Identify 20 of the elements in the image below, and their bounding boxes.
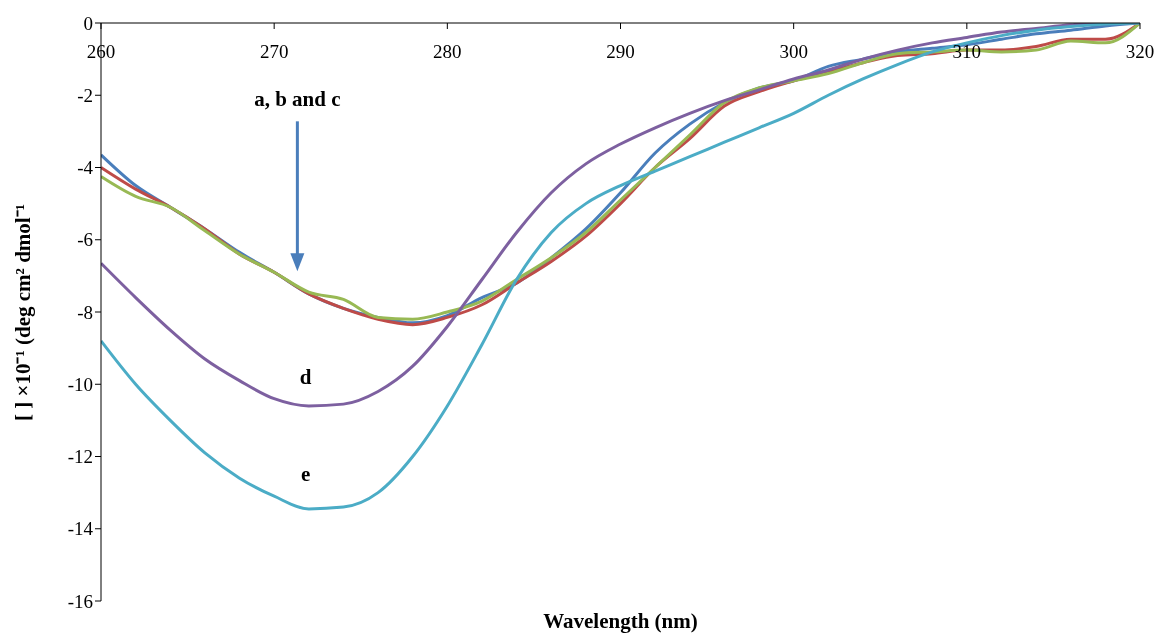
- y-tick-label: 0: [83, 12, 93, 34]
- y-tick-label: -6: [77, 229, 93, 251]
- y-tick-label: -2: [77, 85, 93, 106]
- y-tick-label: -4: [77, 157, 94, 179]
- y-tick-label: -10: [67, 373, 93, 395]
- annotation: e: [301, 462, 311, 487]
- x-tick-label: 290: [606, 41, 635, 63]
- annotation: a, b and c: [254, 87, 341, 112]
- y-tick-label: -8: [77, 301, 93, 323]
- x-tick-label: 260: [86, 41, 116, 63]
- y-tick-label: -14: [67, 518, 94, 540]
- x-tick-label: 280: [433, 41, 462, 63]
- y-axis-title: [ ] ×10⁻¹ (deg cm² dmol⁻¹: [11, 204, 35, 421]
- y-tick-label: -16: [67, 590, 93, 612]
- y-tick-label: -12: [67, 446, 93, 468]
- x-tick-label: 300: [779, 41, 808, 63]
- x-axis-title: Wavelength (nm): [543, 609, 698, 633]
- x-tick-label: 320: [1125, 41, 1155, 63]
- annotation: d: [299, 365, 312, 390]
- x-tick-label: 270: [259, 41, 289, 63]
